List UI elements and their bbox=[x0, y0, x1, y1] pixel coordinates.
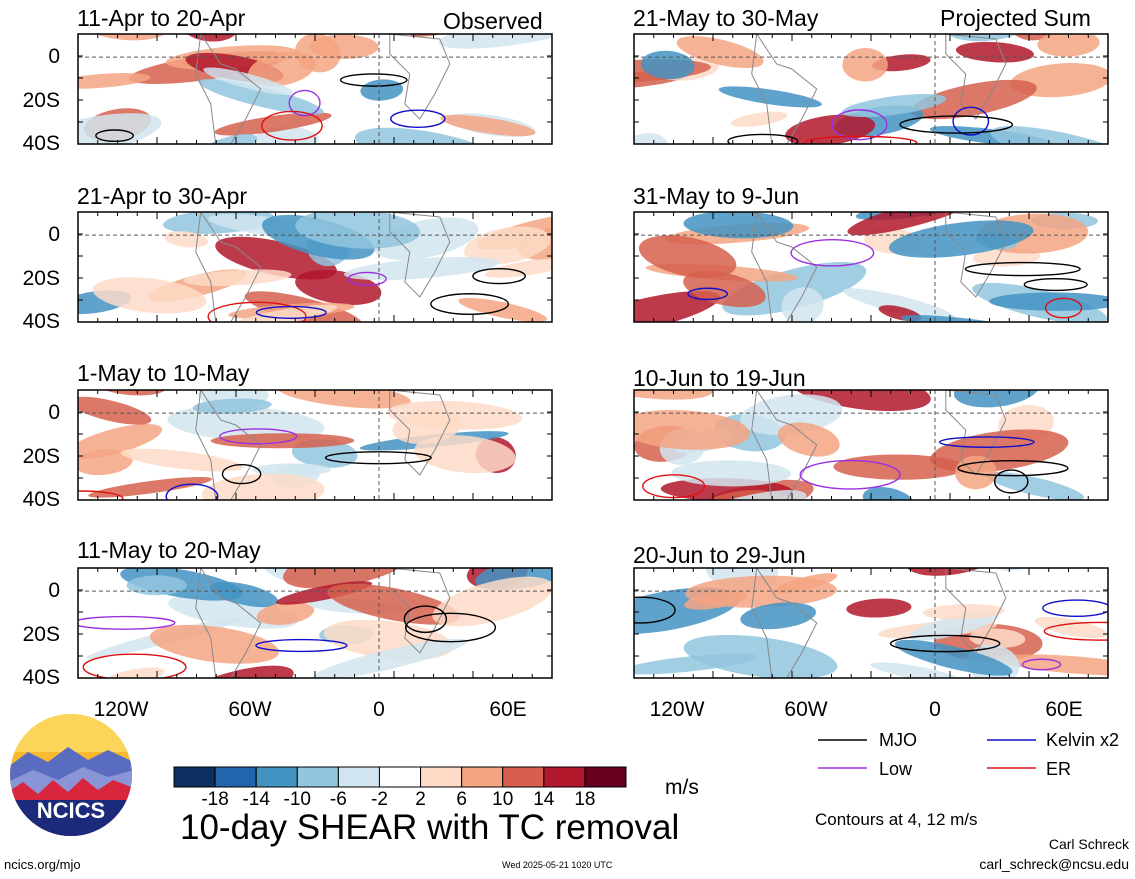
colorbar-label: -18 bbox=[201, 789, 229, 810]
y-tick-label: 0 bbox=[48, 223, 60, 246]
y-tick-label: 40S bbox=[22, 132, 60, 155]
map-panel bbox=[77, 567, 553, 679]
colorbar-swatch bbox=[214, 766, 257, 788]
footer-email: carl_schreck@ncsu.edu bbox=[979, 856, 1129, 872]
panel-title-8: 20-Jun to 29-Jun bbox=[633, 542, 806, 568]
colorbar-swatch bbox=[420, 766, 463, 788]
contours-note: Contours at 4, 12 m/s bbox=[815, 810, 978, 829]
map-panel bbox=[633, 33, 1109, 145]
colorbar bbox=[173, 766, 627, 788]
ncics-logo: NCICS bbox=[10, 714, 132, 836]
colorbar-label: -6 bbox=[329, 789, 347, 810]
panel-title-5: 21-May to 30-May bbox=[633, 5, 819, 31]
colorbar-swatch bbox=[461, 766, 504, 788]
map-panel bbox=[77, 389, 553, 501]
legend-label-er: ER bbox=[1046, 759, 1072, 779]
colorbar-label: 6 bbox=[456, 789, 467, 810]
panel-tag-projected: Projected Sum bbox=[940, 5, 1091, 31]
map-panel bbox=[77, 33, 553, 145]
panel-title-3: 1-May to 10-May bbox=[77, 360, 250, 386]
y-tick-label: 0 bbox=[48, 579, 60, 602]
colorbar-label: 10 bbox=[492, 789, 514, 810]
x-tick-label: 60W bbox=[784, 698, 828, 721]
colorbar-swatch bbox=[502, 766, 545, 788]
map-panel bbox=[77, 211, 553, 323]
legend-label-low: Low bbox=[879, 759, 913, 779]
legend-label-kelvin: Kelvin x2 bbox=[1046, 730, 1120, 750]
footer-url: ncics.org/mjo bbox=[4, 857, 81, 872]
map-panel bbox=[633, 211, 1109, 323]
y-tick-label: 20S bbox=[22, 267, 60, 290]
legend-lines bbox=[818, 739, 1036, 769]
x-tick-label: 0 bbox=[373, 698, 385, 721]
colorbar-label: 14 bbox=[533, 789, 555, 810]
colorbar-unit: m/s bbox=[665, 776, 699, 799]
panel-title-7: 10-Jun to 19-Jun bbox=[633, 365, 806, 391]
map-panel bbox=[633, 567, 1109, 679]
colorbar-swatch bbox=[173, 766, 216, 788]
panel-title-2: 21-Apr to 30-Apr bbox=[77, 183, 248, 209]
colorbar-swatch bbox=[378, 766, 422, 788]
panel-tag-observed: Observed bbox=[443, 8, 543, 34]
map-panel bbox=[633, 389, 1109, 501]
x-tick-label: 120W bbox=[93, 698, 149, 721]
colorbar-swatch bbox=[337, 766, 380, 788]
x-tick-label: 60E bbox=[1045, 698, 1083, 721]
panel-title-6: 31-May to 9-Jun bbox=[633, 183, 800, 209]
colorbar-swatch bbox=[255, 766, 298, 788]
y-tick-label: 0 bbox=[48, 401, 60, 424]
y-tick-label: 0 bbox=[48, 45, 60, 68]
footer-timestamp: Wed 2025-05-21 1020 UTC bbox=[502, 860, 613, 870]
logo-text: NCICS bbox=[37, 798, 105, 823]
y-tick-label: 20S bbox=[22, 89, 60, 112]
footer-author: Carl Schreck bbox=[1048, 836, 1129, 852]
x-tick-label: 60W bbox=[228, 698, 272, 721]
x-tick-label: 60E bbox=[489, 698, 527, 721]
main-title: 10-day SHEAR with TC removal bbox=[180, 808, 680, 847]
x-tick-label: 120W bbox=[649, 698, 705, 721]
y-tick-label: 40S bbox=[22, 310, 60, 333]
x-tick-label: 0 bbox=[929, 698, 941, 721]
colorbar-label: 18 bbox=[574, 789, 596, 810]
panel-title-4: 11-May to 20-May bbox=[77, 537, 261, 563]
colorbar-label: -14 bbox=[242, 789, 270, 810]
colorbar-swatch bbox=[584, 766, 627, 788]
colorbar-label: 2 bbox=[415, 789, 426, 810]
legend-label-mjo: MJO bbox=[879, 730, 917, 750]
colorbar-swatch bbox=[543, 766, 586, 788]
colorbar-swatch bbox=[296, 766, 339, 788]
panel-title-1: 11-Apr to 20-Apr bbox=[77, 5, 246, 31]
y-tick-label: 20S bbox=[22, 623, 60, 646]
colorbar-label: -10 bbox=[283, 789, 311, 810]
y-tick-label: 40S bbox=[22, 488, 60, 511]
y-tick-label: 20S bbox=[22, 445, 60, 468]
y-tick-label: 40S bbox=[22, 666, 60, 689]
colorbar-label: -2 bbox=[371, 789, 388, 810]
